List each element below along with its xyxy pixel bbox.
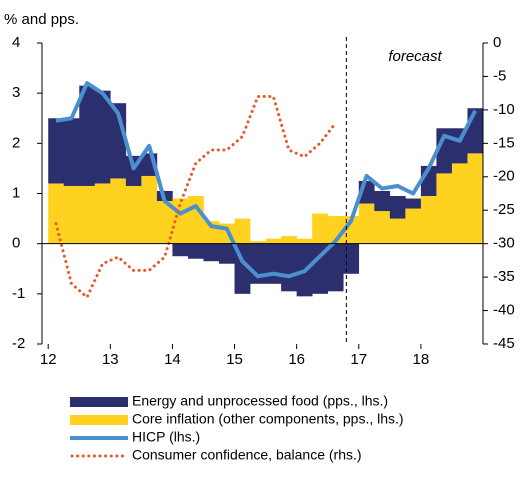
legend-swatch	[70, 415, 128, 425]
x-tick-label: 18	[413, 351, 430, 368]
bar	[187, 196, 204, 244]
legend-label: Energy and unprocessed food (pps., lhs.)	[132, 393, 388, 409]
bar	[312, 243, 329, 294]
bar	[312, 213, 329, 244]
bar	[451, 163, 468, 244]
line	[55, 81, 478, 279]
x-tick-label: 13	[102, 351, 119, 368]
annotation: forecast	[388, 48, 442, 65]
y2-tick-label: -5	[493, 67, 506, 84]
bar	[327, 243, 344, 292]
bar	[405, 208, 422, 244]
bar	[389, 196, 406, 219]
bar	[79, 185, 96, 244]
x-tick-label: 12	[40, 351, 57, 368]
bar	[234, 218, 251, 244]
bar	[203, 243, 220, 262]
bar	[389, 218, 406, 244]
bar	[250, 241, 266, 244]
legend-label: HICP (lhs.)	[132, 429, 200, 445]
y-tick-label: 1	[12, 184, 20, 201]
y-tick-label: -2	[12, 335, 25, 352]
bar	[125, 185, 142, 244]
y2-tick-label: -20	[493, 168, 515, 185]
bar	[94, 183, 111, 244]
bar	[265, 238, 282, 244]
bar	[156, 201, 173, 244]
bar	[374, 190, 391, 212]
bar	[281, 243, 297, 292]
x-tick-label: 15	[226, 351, 243, 368]
x-tick-label: 16	[288, 351, 305, 368]
x-tick-label: 14	[164, 351, 181, 368]
y2-tick-label: -35	[493, 268, 515, 285]
bar	[358, 203, 375, 244]
bar	[79, 85, 96, 186]
legend-label: Core inflation (other components, pps., …	[132, 411, 404, 427]
bar	[48, 183, 65, 244]
bar	[265, 243, 282, 284]
bar	[436, 173, 453, 244]
legend-label: Consumer confidence, balance (rhs.)	[132, 447, 362, 463]
line-rhs	[54, 95, 337, 300]
y-tick-label: 2	[12, 134, 20, 151]
bar	[219, 243, 235, 264]
bar	[141, 175, 158, 244]
legend-swatch	[70, 397, 128, 407]
y2-tick-label: -15	[493, 134, 515, 151]
bar	[63, 185, 80, 244]
bar	[48, 118, 65, 184]
bar	[420, 196, 437, 244]
bar	[374, 211, 391, 244]
bar	[405, 198, 422, 209]
bar	[467, 108, 484, 154]
bar	[110, 178, 127, 244]
bar	[172, 243, 189, 257]
bar	[63, 118, 80, 186]
y2-tick-label: -30	[493, 235, 515, 252]
bar	[296, 238, 313, 244]
bar	[467, 153, 484, 244]
y-axis-label: % and pps.	[4, 11, 79, 28]
y-tick-label: 4	[12, 34, 20, 51]
bar	[343, 243, 360, 274]
bar	[187, 243, 204, 259]
bar	[281, 236, 297, 244]
y-tick-label: 3	[12, 84, 20, 101]
y2-tick-label: -10	[493, 101, 515, 118]
y-tick-label: 0	[12, 235, 20, 252]
y-tick-label: -1	[12, 285, 25, 302]
x-tick-label: 17	[350, 351, 367, 368]
y2-tick-label: 0	[493, 34, 501, 51]
y2-tick-label: -40	[493, 302, 515, 319]
y2-tick-label: -25	[493, 201, 515, 218]
bar	[94, 90, 111, 184]
y2-tick-label: -45	[493, 335, 515, 352]
